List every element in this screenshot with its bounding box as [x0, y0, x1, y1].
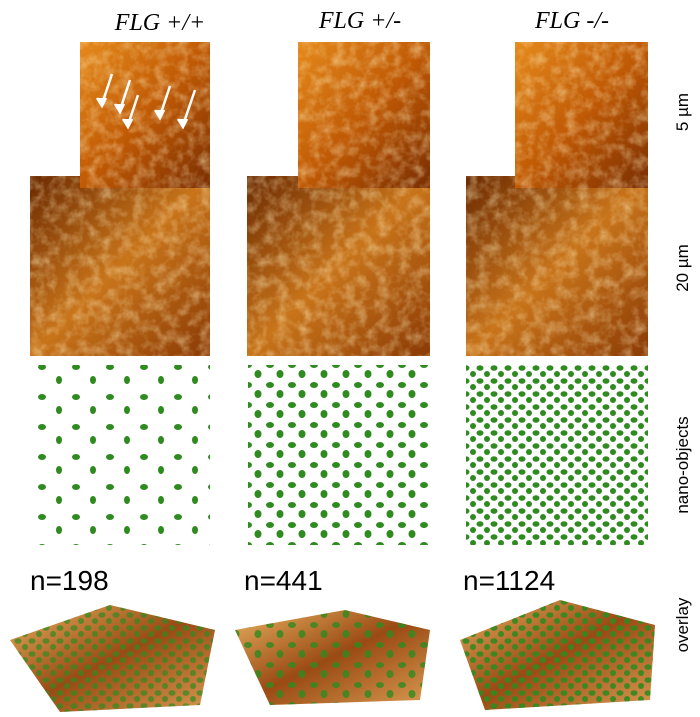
overlays [10, 600, 655, 712]
afm-texture [466, 176, 648, 356]
counts: n=198 n=441 n=1124 [30, 565, 555, 596]
overlay-objects [10, 605, 215, 712]
object-count: n=441 [244, 565, 323, 596]
afm-texture [80, 42, 210, 188]
row-label: 20 µm [673, 244, 692, 292]
large-scale-images [30, 176, 648, 356]
row-label: 5 µm [673, 93, 692, 131]
row-labels: 5 µm 20 µm nano-objects overlay [673, 93, 692, 652]
column-titles: FLG +/+ FLG +/- FLG -/- [114, 8, 609, 36]
afm-texture [515, 42, 648, 188]
column-title: FLG -/- [534, 8, 609, 34]
object-count: n=1124 [463, 565, 555, 596]
object-map [248, 365, 430, 545]
overlay-objects [235, 610, 430, 705]
row-label: overlay [673, 597, 692, 652]
nano-object-maps [28, 365, 648, 545]
object-count: n=198 [30, 565, 109, 596]
small-scale-images [80, 42, 648, 188]
figure: FLG +/+ FLG +/- FLG -/- n=198 n=441 n=11… [0, 0, 700, 717]
column-title: FLG +/+ [114, 10, 205, 36]
object-map [466, 365, 648, 545]
afm-texture [247, 176, 430, 356]
object-map [28, 365, 210, 545]
afm-texture [298, 42, 430, 188]
overlay-objects [460, 600, 655, 710]
afm-texture [30, 176, 210, 356]
row-label: nano-objects [673, 416, 692, 513]
column-title: FLG +/- [318, 8, 401, 34]
